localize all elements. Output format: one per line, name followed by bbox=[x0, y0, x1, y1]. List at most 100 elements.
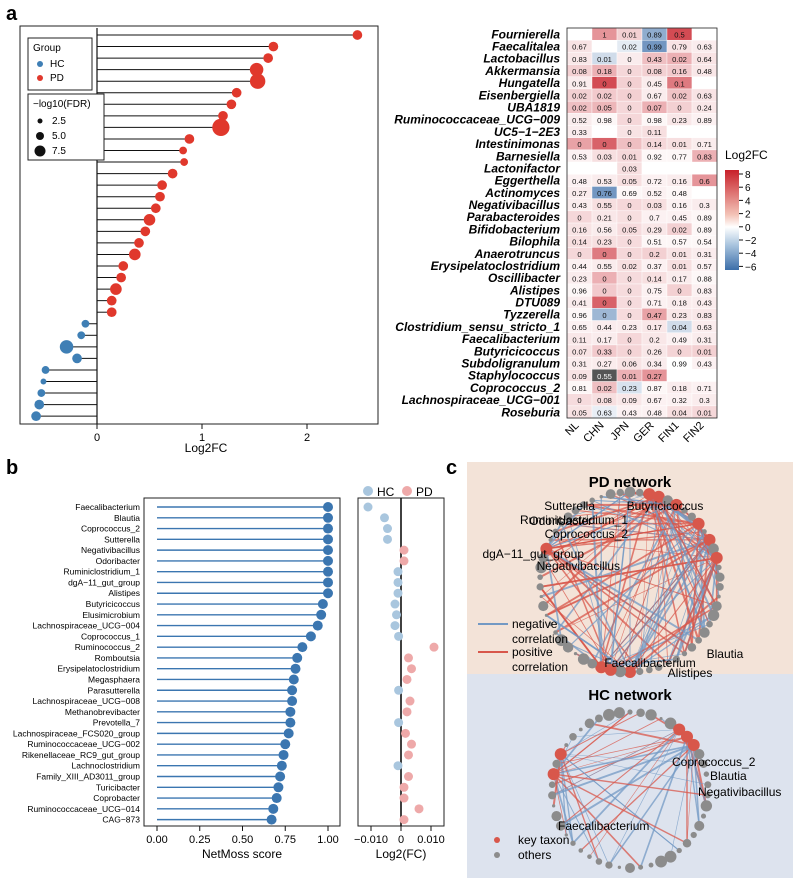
heatmap-row-label: Faecalitalea bbox=[492, 40, 560, 54]
network-edge bbox=[648, 493, 710, 625]
score-point bbox=[323, 523, 333, 534]
heatmap-cell-value: 0.01 bbox=[597, 55, 612, 64]
legend-key-taxon-label: key taxon bbox=[518, 833, 569, 847]
pd-node-label: Ruminiclostridium_1 bbox=[520, 513, 628, 527]
network-edge bbox=[600, 492, 621, 668]
key-node bbox=[670, 498, 683, 511]
heatmap-cell-value: 0.34 bbox=[647, 360, 662, 369]
heatmap-cell-value: 0.55 bbox=[597, 372, 612, 381]
size-legend-title: −log10(FDR) bbox=[33, 99, 91, 110]
heatmap-cell-value: 0.63 bbox=[597, 408, 612, 417]
network-node bbox=[589, 497, 595, 504]
heatmap-cell-value: 0 bbox=[577, 396, 581, 405]
network-edge bbox=[686, 745, 694, 844]
score-point bbox=[305, 631, 316, 642]
panel-label-c: c bbox=[446, 457, 457, 479]
heatmap-cell-value: 0.43 bbox=[622, 408, 637, 417]
heatmap-cell-value: 0.55 bbox=[597, 262, 612, 271]
network-node bbox=[702, 529, 707, 534]
network-node bbox=[552, 759, 561, 768]
network-edge bbox=[692, 744, 700, 826]
network-node bbox=[711, 601, 722, 612]
x-axis-label: NetMoss score bbox=[202, 847, 282, 861]
heatmap-cell-value: 0.92 bbox=[647, 152, 662, 161]
heatmap-row-label: Akkermansia bbox=[484, 64, 560, 78]
heatmap-cell-value: 0.02 bbox=[622, 43, 637, 52]
network-edge bbox=[551, 744, 695, 797]
network-node bbox=[708, 543, 719, 554]
heatmap-cell-value: 0.63 bbox=[697, 43, 712, 52]
network-edge bbox=[629, 516, 693, 673]
x-tick-label: 1 bbox=[199, 432, 205, 444]
fc-point bbox=[399, 545, 409, 555]
heatmap-cell-value: 0.96 bbox=[572, 286, 587, 295]
network-node bbox=[551, 811, 562, 822]
score-point bbox=[275, 771, 286, 782]
heatmap-row-label: Lactonifactor bbox=[484, 161, 561, 175]
heatmap-cell bbox=[641, 161, 668, 175]
heatmap-cell-value: 0.52 bbox=[647, 189, 662, 198]
category-label: Prevotella_7 bbox=[93, 718, 141, 728]
network-node bbox=[664, 717, 677, 730]
network-node bbox=[627, 709, 633, 715]
heatmap-cell-value: 0.67 bbox=[647, 91, 662, 100]
heatmap-col-label: GER bbox=[631, 420, 656, 445]
fc-point bbox=[399, 793, 409, 803]
fc-point bbox=[393, 577, 403, 587]
heatmap-cell-value: 0.05 bbox=[597, 104, 612, 113]
heatmap-cell-value: 0.57 bbox=[672, 238, 687, 247]
score-point bbox=[323, 502, 333, 512]
heatmap-cell-value: 0 bbox=[577, 250, 581, 259]
lollipop-point bbox=[180, 158, 189, 166]
plot-frame bbox=[19, 25, 379, 425]
network-node bbox=[552, 528, 559, 535]
category-label: Rikenellaceae_RC9_gut_group bbox=[22, 750, 140, 760]
network-edge bbox=[545, 547, 700, 642]
network-edge bbox=[553, 773, 688, 844]
network-node bbox=[662, 495, 673, 506]
hc-node-label: Coprococcus_2 bbox=[672, 755, 756, 769]
key-node bbox=[710, 551, 723, 564]
heatmap-cell-value: 0.83 bbox=[572, 55, 587, 64]
legend-pd-label: PD bbox=[416, 485, 433, 499]
heatmap-cell-value: 0.29 bbox=[647, 226, 662, 235]
pd-node-label: Coprococcus_2 bbox=[545, 527, 629, 541]
legend-hc-dot bbox=[37, 61, 43, 67]
heatmap-cell-value: 0.79 bbox=[672, 43, 687, 52]
heatmap-cell-value: 0.18 bbox=[672, 384, 687, 393]
heatmap-cell-value: 0.01 bbox=[672, 262, 687, 271]
network-edge bbox=[610, 500, 669, 670]
score-point bbox=[323, 588, 333, 599]
heatmap-row-label: Eisenbergiella bbox=[479, 88, 561, 102]
category-label: Lachnospiraceae_FCS020_group bbox=[13, 728, 140, 738]
heatmap-cell-value: 0.83 bbox=[697, 286, 712, 295]
fc-point bbox=[414, 804, 424, 814]
legend-tick-label: 0 bbox=[745, 223, 751, 234]
fc-point bbox=[404, 653, 413, 663]
key-node bbox=[652, 490, 665, 503]
network-node bbox=[562, 642, 574, 653]
heatmap-cell-value: 0.05 bbox=[572, 408, 587, 417]
score-point bbox=[278, 749, 289, 760]
network-node bbox=[578, 727, 583, 732]
heatmap-cell-value: 0.06 bbox=[622, 360, 637, 369]
heatmap-cell-value: 0.53 bbox=[597, 177, 612, 186]
key-node bbox=[643, 488, 656, 501]
network-node bbox=[602, 708, 615, 721]
fc-point bbox=[383, 534, 392, 544]
heatmap-cell-value: 0.23 bbox=[622, 384, 637, 393]
heatmap-cell-value: 0.2 bbox=[649, 250, 660, 259]
heatmap-cell-value: 0 bbox=[677, 347, 681, 356]
key-node bbox=[673, 723, 686, 736]
category-label: Coprobacter bbox=[93, 793, 140, 803]
heatmap-cell-value: 0.1 bbox=[674, 79, 685, 88]
heatmap-legend-title: Log2FC bbox=[725, 148, 768, 162]
score-point bbox=[312, 620, 323, 631]
network-node bbox=[694, 748, 705, 760]
heatmap-cell bbox=[591, 39, 618, 53]
heatmap-cell-value: 0.57 bbox=[697, 262, 712, 271]
heatmap-cell-value: 0.23 bbox=[672, 116, 687, 125]
heatmap-row-label: Intestinimonas bbox=[475, 137, 560, 151]
lollipop-point bbox=[134, 238, 144, 248]
network-node bbox=[706, 620, 713, 628]
